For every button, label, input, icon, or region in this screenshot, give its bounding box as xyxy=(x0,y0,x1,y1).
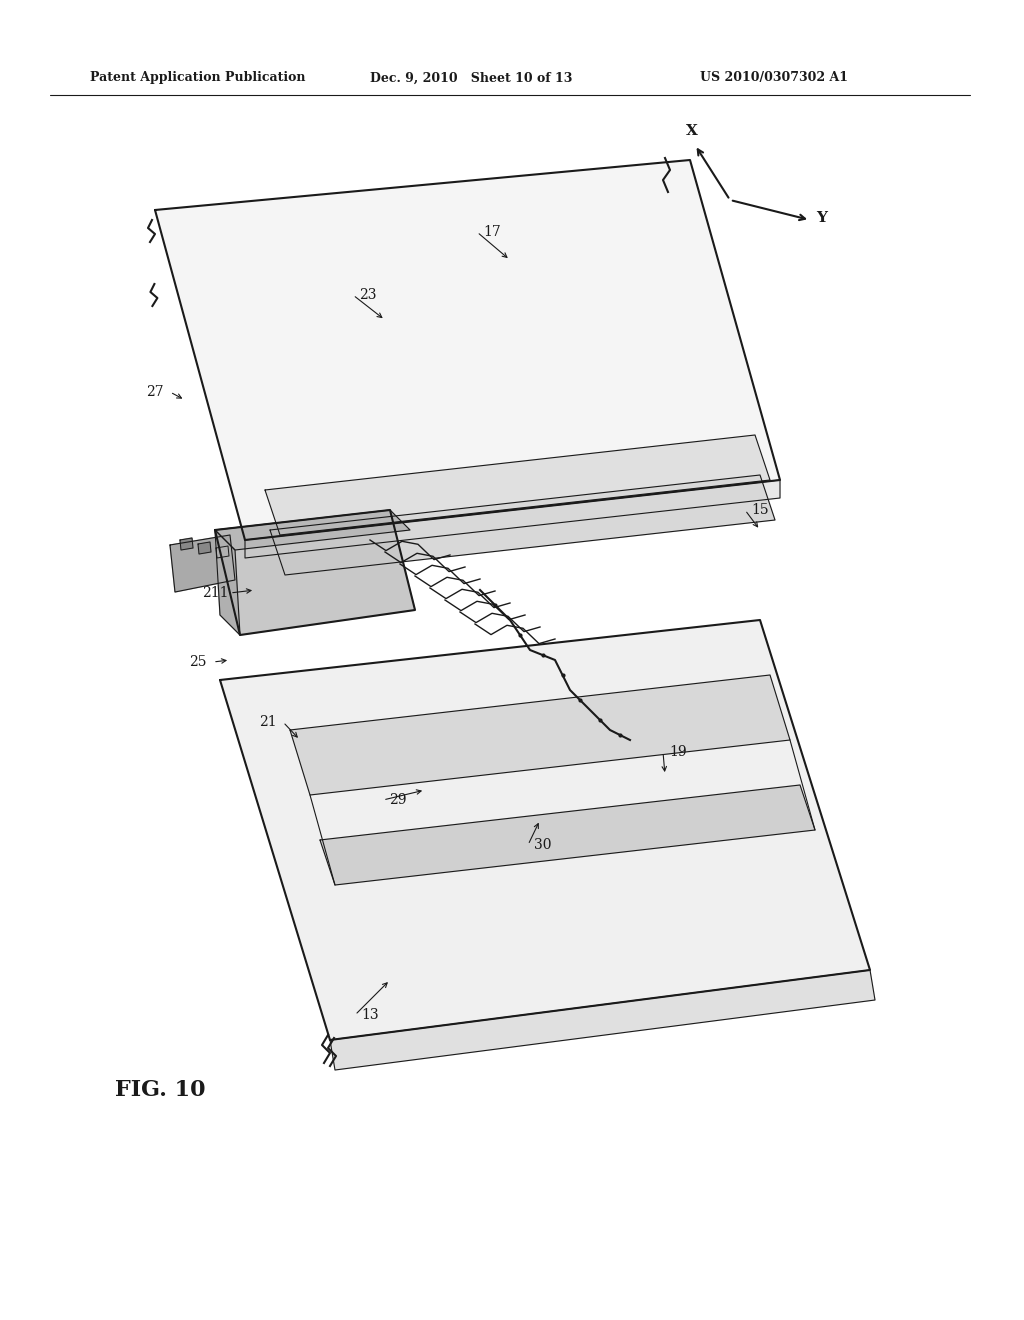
Polygon shape xyxy=(215,510,410,550)
Polygon shape xyxy=(245,480,780,558)
Polygon shape xyxy=(330,970,874,1071)
Polygon shape xyxy=(220,620,870,1040)
Text: 27: 27 xyxy=(146,385,164,399)
Text: US 2010/0307302 A1: US 2010/0307302 A1 xyxy=(700,71,848,84)
Polygon shape xyxy=(265,436,770,535)
Text: Dec. 9, 2010   Sheet 10 of 13: Dec. 9, 2010 Sheet 10 of 13 xyxy=(370,71,572,84)
Polygon shape xyxy=(216,546,229,558)
Polygon shape xyxy=(215,510,415,635)
Polygon shape xyxy=(170,535,234,591)
Text: 17: 17 xyxy=(483,224,501,239)
Text: Patent Application Publication: Patent Application Publication xyxy=(90,71,305,84)
Polygon shape xyxy=(270,475,775,576)
Text: 29: 29 xyxy=(389,793,407,807)
Text: 19: 19 xyxy=(670,744,687,759)
Text: Y: Y xyxy=(816,211,827,224)
Text: 13: 13 xyxy=(361,1008,379,1022)
Text: 211: 211 xyxy=(202,586,228,601)
Polygon shape xyxy=(180,539,193,550)
Text: 30: 30 xyxy=(535,838,552,851)
Text: FIG. 10: FIG. 10 xyxy=(115,1078,206,1101)
Text: X: X xyxy=(686,124,698,139)
Polygon shape xyxy=(198,543,211,554)
Text: 23: 23 xyxy=(359,288,377,302)
Text: 21: 21 xyxy=(259,715,276,729)
Polygon shape xyxy=(319,785,815,884)
Polygon shape xyxy=(215,531,240,635)
Polygon shape xyxy=(290,675,790,795)
Text: 25: 25 xyxy=(189,655,207,669)
Text: 15: 15 xyxy=(752,503,769,517)
Polygon shape xyxy=(155,160,780,540)
